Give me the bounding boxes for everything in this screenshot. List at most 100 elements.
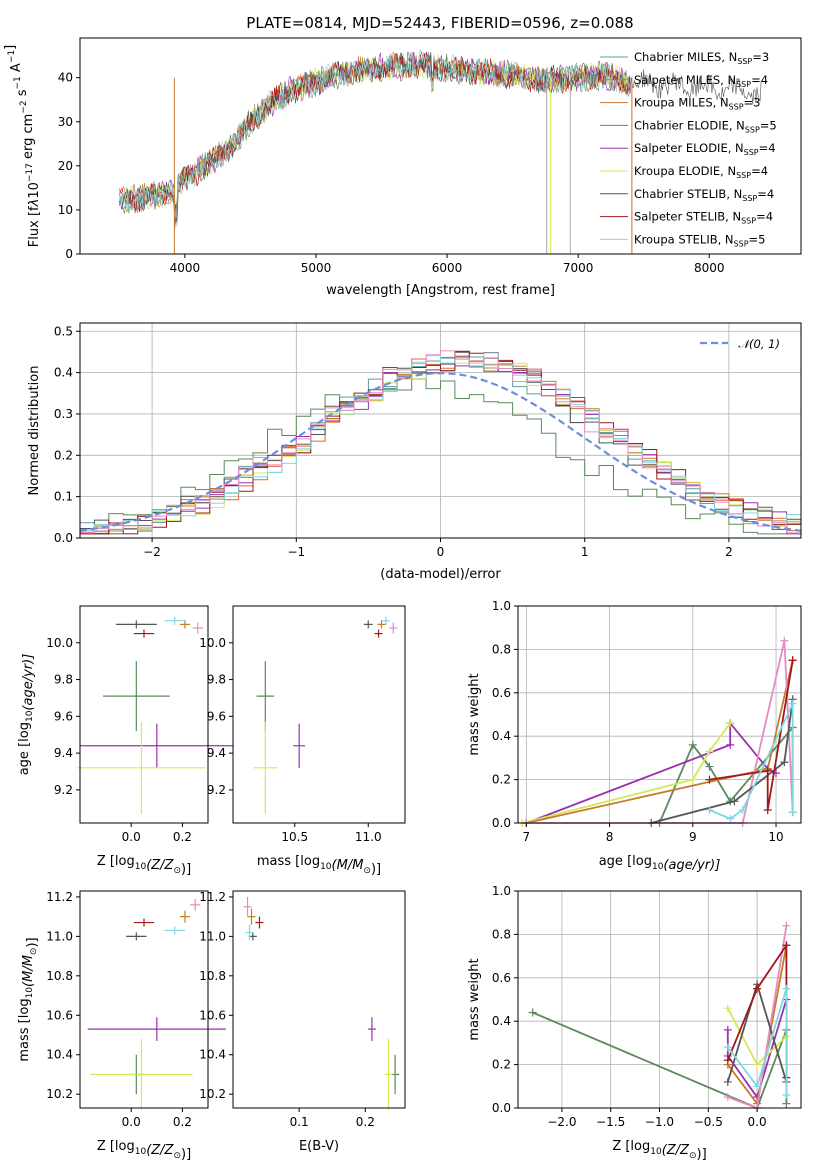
- x-axis-label: Z [log10(Z/Z⊙)]: [612, 1139, 706, 1162]
- x-tick-label: −0.5: [694, 1115, 723, 1129]
- data-point: [293, 723, 306, 768]
- x-axis-label-part: ⊙: [173, 866, 181, 876]
- x-axis-label-part: (Z/Z: [146, 1143, 174, 1158]
- legend-entry: Salpeter STELIB, NSSP=4: [634, 210, 773, 226]
- y-tick-label: 0.4: [54, 366, 73, 380]
- x-tick-label: 2: [725, 545, 733, 559]
- y-tick-label: 0.2: [54, 448, 73, 462]
- y-axis-label-part: age [log: [17, 722, 32, 775]
- weight-marker: [705, 762, 714, 771]
- data-point: [255, 916, 264, 929]
- x-axis-label: E(B-V): [299, 1139, 339, 1154]
- y-tick-label: 0.6: [492, 686, 511, 700]
- legend-entry: Chabrier STELIB, NSSP=4: [634, 187, 774, 203]
- weight-series-5: [650, 699, 794, 824]
- y-tick-label: 9.8: [207, 673, 226, 687]
- age-vs-z-panel: 0.0 0.29.29.49.69.810.0Z [log10(Z/Z⊙)]age…: [17, 605, 234, 877]
- hist-steps: [80, 350, 801, 535]
- y-axis-label-part: Flux [f: [27, 206, 42, 247]
- weight-marker: [705, 805, 714, 814]
- y-axis-label-part: −1: [13, 76, 23, 89]
- legend-entry-name: Chabrier ELODIE, N: [634, 118, 745, 132]
- legend-entry-count: =4: [759, 141, 776, 155]
- x-tick-label: 11.0: [355, 830, 382, 844]
- x-tick-label: −1.0: [645, 1115, 674, 1129]
- data-point: [253, 721, 278, 814]
- weight-marker: [780, 758, 789, 767]
- y-tick-label: 11.0: [199, 929, 226, 943]
- y-axis-label-part: ⊙: [29, 948, 39, 956]
- weight-marker: [753, 984, 762, 993]
- axes-frame: [517, 605, 802, 824]
- legend-entry-count: =4: [751, 73, 768, 87]
- x-tick-label: 6000: [432, 261, 463, 275]
- axes-frame: [79, 37, 802, 255]
- data-point: [245, 924, 254, 941]
- data-point: [115, 620, 157, 629]
- x-axis-label-part: )]: [371, 862, 381, 877]
- x-tick-label: 7000: [563, 261, 594, 275]
- data-point: [243, 896, 252, 917]
- weight-marker: [528, 1008, 537, 1017]
- weight-marker: [723, 1043, 732, 1052]
- legend-entry-count: =4: [751, 164, 768, 178]
- y-axis-label: mass [log10(M/M⊙)]: [17, 937, 40, 1061]
- x-axis-label-part: )]: [181, 1147, 191, 1162]
- y-tick-label: 1.0: [492, 599, 511, 613]
- y-tick-label: 0: [65, 247, 73, 261]
- y-axis-label-part: (M/M: [21, 955, 36, 987]
- weight-marker: [753, 1082, 762, 1091]
- x-tick-label: 0.2: [173, 1115, 192, 1129]
- x-axis-label-part: (age/yr)]: [663, 858, 720, 873]
- y-axis-label-part: ]: [3, 45, 18, 50]
- weight-marker: [780, 636, 789, 645]
- data-point: [179, 620, 191, 629]
- y-axis-label: mass weight: [467, 958, 482, 1040]
- x-tick-label: −1.5: [596, 1115, 625, 1129]
- weight-marker: [782, 984, 791, 993]
- hist-series-3: [80, 371, 801, 535]
- y-tick-label: 9.4: [207, 746, 226, 760]
- weight-marker: [688, 775, 697, 784]
- y-tick-label: 0.2: [492, 1058, 511, 1072]
- x-axis-label-part: (Z/Z: [662, 1143, 690, 1158]
- weight-marker: [788, 808, 797, 817]
- y-tick-label: 10.0: [46, 636, 73, 650]
- data-point: [247, 908, 256, 925]
- x-tick-label: 4000: [170, 261, 201, 275]
- hist-series-8: [80, 352, 801, 535]
- data-point: [367, 1017, 376, 1041]
- data-point: [133, 629, 155, 638]
- legend-entry-sub: SSP: [744, 148, 759, 157]
- legend-entry-sub: SSP: [734, 239, 749, 248]
- x-tick-label: 0.0: [748, 1115, 767, 1129]
- data-point: [164, 926, 185, 935]
- x-tick-label: 10: [768, 830, 783, 844]
- residual-hist-panel: −2 −1 0 1 2 0.0 0.1 0.2 0.3 0.4 0.5 (data-model)/er…: [27, 322, 802, 582]
- y-tick-label: 9.4: [54, 746, 73, 760]
- legend-entry: Salpeter MILES, NSSP=4: [634, 73, 768, 89]
- data-point: [164, 616, 185, 625]
- x-axis-label-part: ⊙: [363, 866, 371, 876]
- spectrum-lines: [119, 49, 762, 254]
- weight-series-7: [709, 703, 794, 820]
- x-axis-label-part: Z [log: [612, 1139, 650, 1154]
- y-axis-label-part: A: [9, 63, 24, 76]
- data-point: [256, 661, 275, 732]
- y-tick-label: 10.4: [46, 1048, 73, 1062]
- legend-entry-name: Salpeter STELIB, N: [634, 210, 741, 224]
- x-tick-label: 0.0: [122, 1115, 141, 1129]
- weight-series-4: [526, 640, 794, 824]
- y-tick-label: 0.0: [492, 816, 511, 830]
- weight-marker: [726, 719, 735, 728]
- y-tick-label: 0.1: [54, 490, 73, 504]
- x-axis-label-part: ⊙: [173, 1151, 181, 1161]
- axes-frame: [232, 605, 406, 824]
- y-tick-label: 1.0: [492, 884, 511, 898]
- age-vs-mass-panel: 10.5 11.0 9.2 9.4 9.6 9.8 10.0 mass [log10(M/M⊙…: [199, 605, 406, 877]
- y-axis-label-part: mass [log: [17, 998, 32, 1061]
- data-point: [192, 622, 203, 634]
- x-axis-label-part: (Z/Z: [146, 858, 174, 873]
- weight-marker: [763, 766, 772, 775]
